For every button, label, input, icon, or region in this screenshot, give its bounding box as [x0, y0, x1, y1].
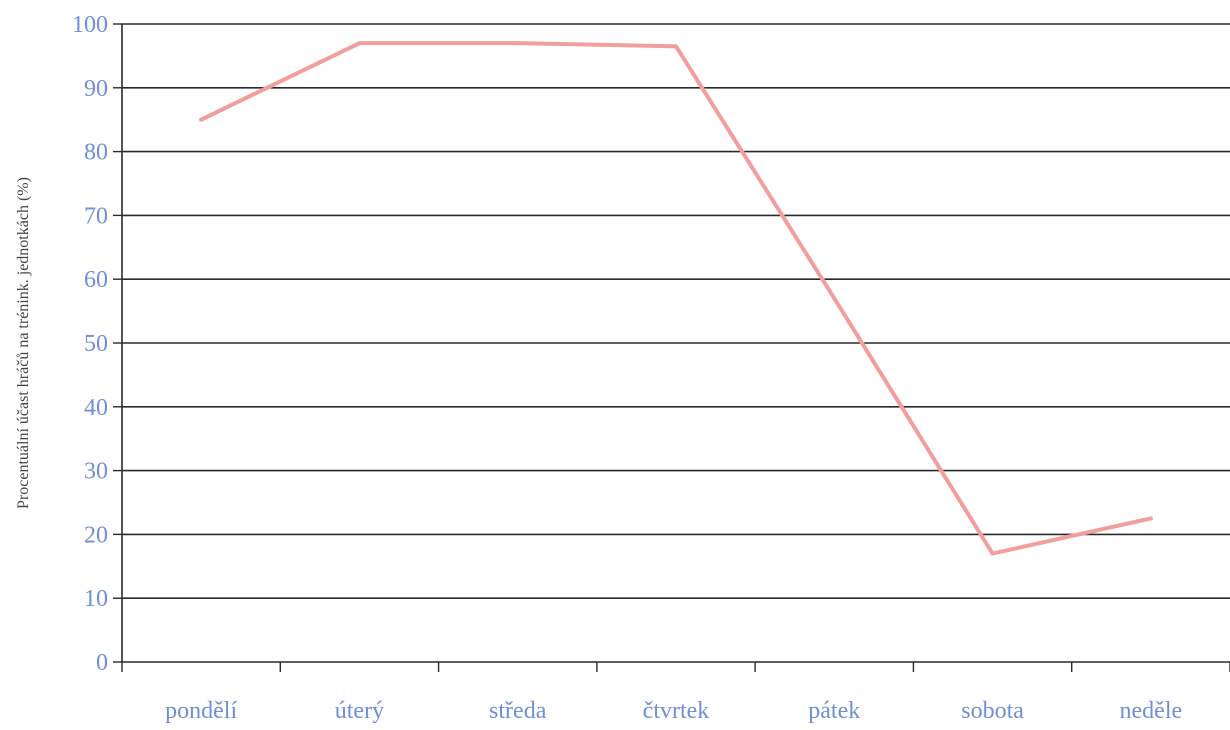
x-tick-label: pondělí: [165, 698, 237, 724]
y-tick-label: 30: [84, 459, 108, 485]
x-tick-label: středa: [489, 698, 547, 724]
x-tick-label: čtvrtek: [643, 698, 710, 724]
y-axis-title: Procentuální účast hráčů na trénink. jed…: [15, 177, 32, 509]
y-tick-label: 50: [84, 331, 108, 357]
y-tick-label: 0: [96, 650, 108, 676]
axis-layer: [113, 23, 1230, 672]
data-point: [832, 296, 837, 301]
x-tick-labels: pondělí úterý středa čtvrtek pátek sobota nedě…: [165, 698, 1182, 724]
grid-layer: [122, 23, 1230, 600]
x-tick-label: neděle: [1120, 698, 1183, 724]
series-line-0: [199, 41, 1153, 556]
data-point: [199, 117, 204, 122]
data-point: [515, 41, 520, 46]
y-tick-label: 10: [84, 586, 108, 612]
data-point: [357, 41, 362, 46]
x-tick-label: pátek: [808, 698, 860, 724]
data-point: [674, 44, 678, 49]
y-tick-label: 90: [84, 76, 108, 102]
series-layer: [199, 41, 1153, 556]
y-tick-labels: 0 10 20 30 40 50 60 70 80 90 100: [72, 12, 108, 676]
data-point: [990, 551, 995, 556]
y-tick-label: 80: [84, 140, 108, 166]
y-tick-label: 60: [84, 267, 108, 293]
y-tick-label: 70: [84, 203, 108, 229]
data-point: [1148, 516, 1153, 521]
y-tick-label: 40: [84, 395, 108, 421]
y-tick-label: 100: [72, 12, 108, 38]
x-tick-label: sobota: [961, 698, 1024, 724]
y-tick-label: 20: [84, 522, 108, 548]
x-tick-label: úterý: [335, 698, 384, 724]
